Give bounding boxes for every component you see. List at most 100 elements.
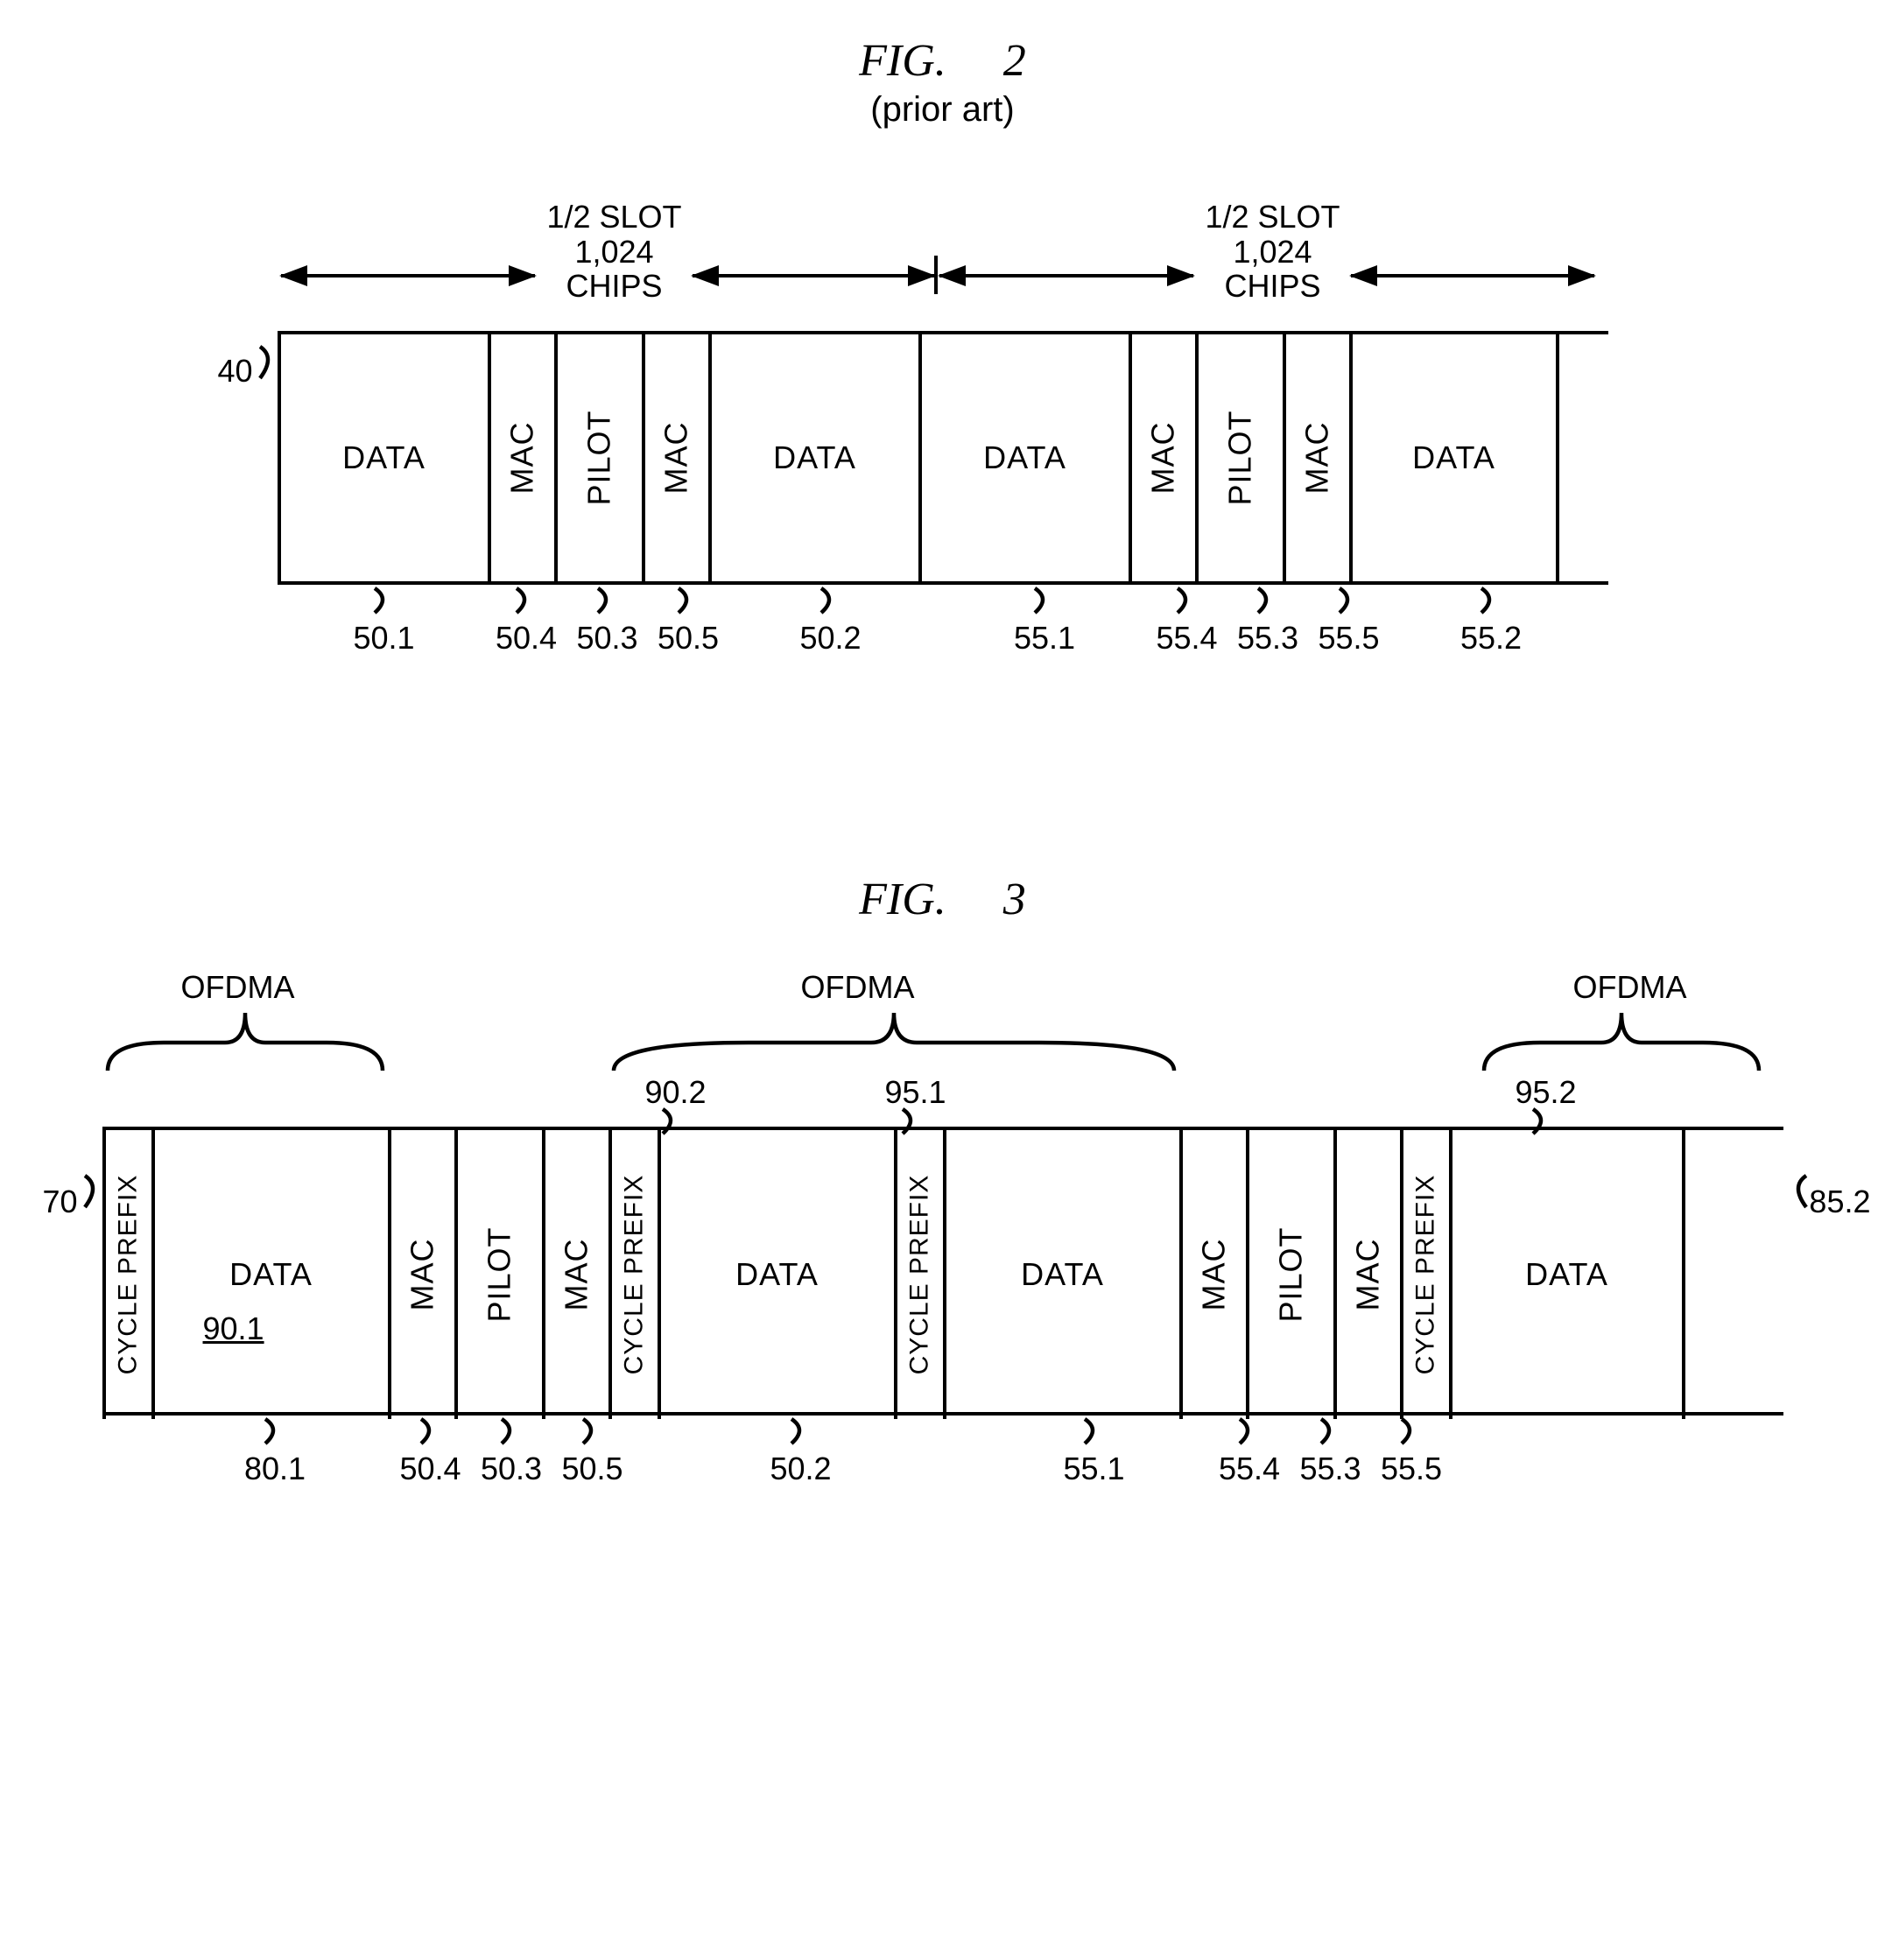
cell-label: PILOT [1222, 410, 1259, 505]
fig3-ref-row: 80.1 50.4 50.3 50.5 50.2 55.1 55.4 55.3 55.5 [102, 1416, 1783, 1494]
ref-mark [1081, 1416, 1108, 1455]
ref-mark [594, 585, 621, 624]
fig3-cell-80.1: DATA [151, 1130, 388, 1419]
fig3-cell-55.3: PILOT [1246, 1130, 1333, 1419]
fig2-box-row: DATA MAC PILOT MAC DATA DATA MAC PILOT MAC DATA [278, 331, 1608, 585]
cell-label: MAC [404, 1239, 441, 1311]
ref-num-55.1: 55.1 [1063, 1451, 1124, 1487]
fig3-cell-50.4: MAC [388, 1130, 454, 1419]
fig3-cell-cp2: CYCLE PREFIX [608, 1130, 658, 1419]
ref-num-55.3: 55.3 [1237, 620, 1298, 657]
curly-2 [608, 1008, 1179, 1074]
ref-num-50.1: 50.1 [353, 620, 414, 657]
fig2-cell-50.5: MAC [642, 334, 708, 581]
ref-mark [1255, 585, 1281, 624]
ref-num-55.3: 55.3 [1299, 1451, 1361, 1487]
fig3-cell-cp4: CYCLE PREFIX [1400, 1130, 1449, 1419]
ofdma-label-2: OFDMA [801, 969, 915, 1006]
cell-label: PILOT [1273, 1226, 1310, 1322]
fig3-cell-85.2: DATA [1449, 1130, 1685, 1419]
ref-mark [262, 1416, 288, 1455]
ref-num-55.2: 55.2 [1460, 620, 1522, 657]
fig2-cell-55.3: PILOT [1195, 334, 1283, 581]
ref-num-50.5: 50.5 [561, 1451, 622, 1487]
ref-852-mark [1783, 1172, 1810, 1211]
ref-num-55.5: 55.5 [1318, 620, 1379, 657]
fig2-ref-row: 50.150.450.350.550.255.155.455.355.555.2 [278, 585, 1608, 664]
ref-mark [1318, 1416, 1344, 1455]
ref-num-50.4: 50.4 [496, 620, 557, 657]
ref-mark [498, 1416, 524, 1455]
ref-num-55.5: 55.5 [1381, 1451, 1442, 1487]
halfslot-label-left: 1/2 SLOT 1,024 CHIPS [540, 200, 689, 304]
cell-label: MAC [1299, 422, 1336, 495]
cell-label: MAC [559, 1239, 595, 1311]
ref-num-55.1: 55.1 [1014, 620, 1075, 657]
cell-label: MAC [1350, 1239, 1387, 1311]
fig3-wrapper: OFDMA OFDMA 90.2 95.1 OFDMA 95.2 70 [102, 969, 1783, 1494]
ofdma-row: OFDMA OFDMA 90.2 95.1 OFDMA 95.2 [102, 969, 1783, 1127]
cell-label: DATA [229, 1256, 313, 1293]
ref-mark [1478, 585, 1504, 624]
ofdma-label-3: OFDMA [1573, 969, 1687, 1006]
fig2-title: FIG. 2 [859, 35, 1026, 87]
fig3-cell-50.5: MAC [542, 1130, 608, 1419]
cell-label: MAC [658, 422, 695, 495]
fig2-wrapper: 1/2 SLOT 1,024 CHIPS 1/2 SLOT 1,024 CHIP… [278, 200, 1608, 664]
cell-label: DATA [342, 439, 426, 476]
fig2-cell-55.1: DATA [918, 334, 1129, 581]
ref-num-50.4: 50.4 [399, 1451, 461, 1487]
ref-num-55.4: 55.4 [1156, 620, 1217, 657]
ref-40: 40 [218, 353, 253, 390]
ref-mark [1398, 1416, 1424, 1455]
cell-label: CYCLE PREFIX [620, 1175, 650, 1375]
cell-label: MAC [1196, 1239, 1233, 1311]
cell-label: DATA [773, 439, 856, 476]
ref-mark [513, 585, 539, 624]
cell-label: MAC [504, 422, 541, 495]
ref-num-50.3: 50.3 [576, 620, 637, 657]
cell-label: DATA [1412, 439, 1495, 476]
ref-mark [675, 585, 701, 624]
fig3-box-row: CYCLE PREFIX DATA MAC PILOT MAC CYCLE PREFIX D… [102, 1127, 1783, 1416]
fig2-cell-55.5: MAC [1283, 334, 1349, 581]
cell-label: CYCLE PREFIX [1411, 1175, 1441, 1375]
ref-mark [580, 1416, 606, 1455]
cell-label: DATA [735, 1256, 819, 1293]
fig2-cell-50.4: MAC [488, 334, 554, 581]
ref-mark [1336, 585, 1362, 624]
cell-label: PILOT [482, 1226, 518, 1322]
halfslot-line2: 1,024 CHIPS [540, 235, 689, 304]
dim-arrow-left2 [693, 274, 934, 277]
curly-3 [1479, 1008, 1764, 1074]
fig2-cell-50.3: PILOT [554, 334, 642, 581]
ref-mark [371, 585, 397, 624]
halfslot-line1: 1/2 SLOT [1199, 200, 1347, 235]
cell-label: CYCLE PREFIX [114, 1175, 144, 1375]
fig2-cell-55.4: MAC [1129, 334, 1195, 581]
dim-arrow-right1 [939, 274, 1193, 277]
fig3-cell-cp3: CYCLE PREFIX [894, 1130, 943, 1419]
ref-num-80.1: 80.1 [244, 1451, 306, 1487]
fig2-cell-50.2: DATA [708, 334, 918, 581]
cell-label: MAC [1145, 422, 1182, 495]
halfslot-line2: 1,024 CHIPS [1199, 235, 1347, 304]
fig3-cell-50.3: PILOT [454, 1130, 542, 1419]
dim-arrow-left1 [281, 274, 535, 277]
fig3-cell-50.2: DATA [658, 1130, 894, 1419]
ref-num-50.2: 50.2 [799, 620, 861, 657]
halfslot-line1: 1/2 SLOT [540, 200, 689, 235]
ref-num-50.2: 50.2 [770, 1451, 831, 1487]
ref-num-55.4: 55.4 [1219, 1451, 1280, 1487]
ref-num-50.3: 50.3 [481, 1451, 542, 1487]
halfslot-row: 1/2 SLOT 1,024 CHIPS 1/2 SLOT 1,024 CHIP… [278, 200, 1608, 331]
ref-mark [418, 1416, 444, 1455]
fig2-cell-50.1: DATA [278, 334, 488, 581]
halfslot-label-right: 1/2 SLOT 1,024 CHIPS [1199, 200, 1347, 304]
fig3-cell-cp1: CYCLE PREFIX [102, 1130, 151, 1419]
ref-852: 85.2 [1809, 1184, 1870, 1220]
ofdma-label-1: OFDMA [181, 969, 295, 1006]
cell-label: DATA [983, 439, 1066, 476]
fig2-subtitle: (prior art) [870, 90, 1014, 130]
curly-1 [102, 1008, 388, 1074]
